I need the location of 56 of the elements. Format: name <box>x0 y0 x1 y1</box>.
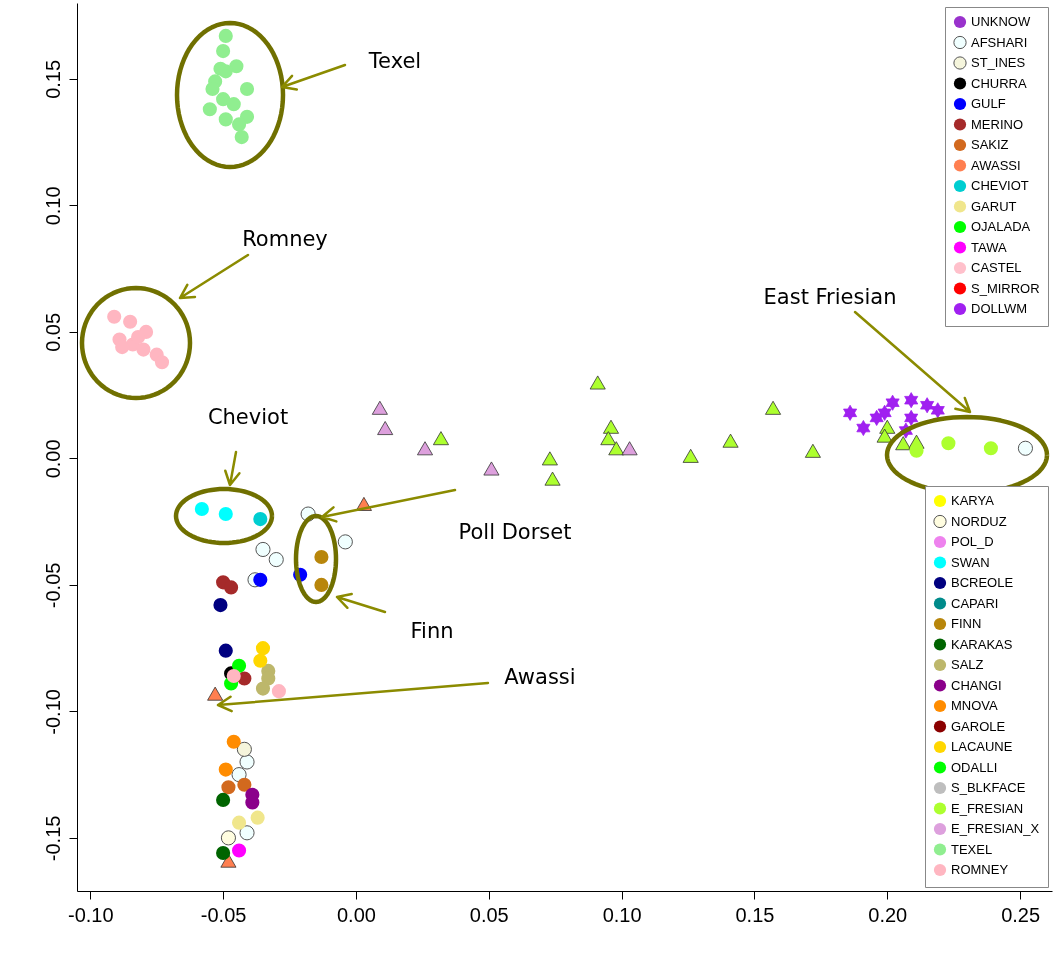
legend-label: MERINO <box>971 116 1023 132</box>
legend-label: TEXEL <box>951 841 993 857</box>
legend-label: LACAUNE <box>951 739 1013 754</box>
y-tick-label: -0.15 <box>41 815 64 862</box>
y-tick-label: -0.10 <box>41 689 64 735</box>
annotation: Cheviot <box>207 405 289 429</box>
legend-label: CHURRA <box>971 75 1027 91</box>
legend-label: FINN <box>951 616 982 631</box>
annotation: Texel <box>367 49 422 73</box>
x-tick-label: 0.15 <box>735 903 775 926</box>
legend-label: E_FRESIAN_X <box>951 821 1040 836</box>
legend-label: ROMNEY <box>951 862 1009 877</box>
legend-label: E_FRESIAN <box>951 800 1024 816</box>
legend-label: S_MIRROR <box>971 280 1040 296</box>
legend-label: GULF <box>971 96 1006 111</box>
legend-label: CHANGI <box>951 677 1002 693</box>
legend-label: SAKIZ <box>971 137 1009 152</box>
legend-label: NORDUZ <box>951 513 1007 529</box>
legend-label: DOLLWM <box>971 301 1028 316</box>
x-tick-label: 0.25 <box>1001 903 1041 926</box>
legend-label: POL_D <box>951 534 994 549</box>
x-tick-label: -0.05 <box>200 903 247 926</box>
annotation: Poll Dorset <box>458 520 572 544</box>
legend-label: CHEVIOT <box>971 178 1029 193</box>
legend-label: KARYA <box>951 493 995 508</box>
legend-label: ODALLI <box>951 759 998 775</box>
legend-label: GARUT <box>971 198 1017 214</box>
annotation: Finn <box>410 619 454 643</box>
legend-label: BCREOLE <box>951 575 1014 590</box>
legend-label: AFSHARI <box>971 34 1028 50</box>
x-tick-label: -0.10 <box>67 903 114 926</box>
legend-label: SALZ <box>951 657 984 672</box>
y-tick-label: 0.00 <box>41 439 64 479</box>
y-tick-label: 0.15 <box>41 59 64 99</box>
legend-label: AWASSI <box>971 157 1021 173</box>
x-tick-label: 0.05 <box>469 903 509 926</box>
legend-label: S_BLKFACE <box>951 780 1026 795</box>
x-tick-label: 0.20 <box>868 903 908 926</box>
legend-label: MNOVA <box>951 698 999 713</box>
legend-label: GAROLE <box>951 718 1006 734</box>
x-tick-label: 0.00 <box>336 903 376 926</box>
y-tick-label: -0.05 <box>41 562 64 609</box>
legend-label: SWAN <box>951 554 990 570</box>
legend-label: ST_INES <box>971 55 1026 70</box>
x-tick-label: 0.10 <box>602 903 642 926</box>
legend-label: CAPARI <box>951 595 999 611</box>
legend-label: OJALADA <box>971 219 1031 234</box>
annotation: Romney <box>242 227 328 251</box>
y-tick-label: 0.05 <box>41 312 64 352</box>
legend-label: CASTEL <box>971 260 1022 275</box>
y-tick-label: 0.10 <box>41 186 64 226</box>
annotation: Awassi <box>504 665 576 689</box>
legend-label: KARAKAS <box>951 636 1013 652</box>
legend-label: UNKNOW <box>971 14 1031 29</box>
annotation: East Friesian <box>763 285 897 309</box>
legend-label: TAWA <box>971 239 1007 255</box>
